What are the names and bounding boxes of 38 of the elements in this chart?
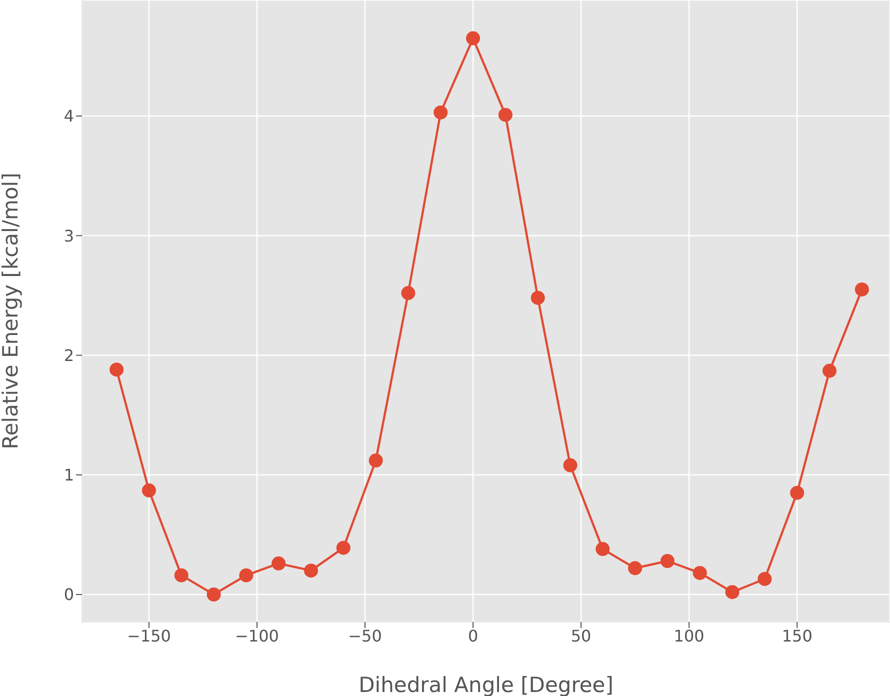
point: [628, 561, 642, 576]
point: [206, 587, 221, 602]
point: [239, 568, 254, 582]
point: [272, 556, 286, 570]
x-tick-label: 0: [468, 626, 478, 646]
point: [142, 483, 156, 498]
point: [790, 486, 804, 500]
point: [854, 282, 869, 296]
point: [725, 585, 740, 600]
point: [304, 564, 318, 578]
point: [530, 290, 545, 305]
point: [466, 31, 480, 46]
point: [596, 542, 610, 556]
x-tick-label: −150: [126, 626, 171, 646]
point: [563, 458, 578, 472]
y-tick-label: 1: [64, 466, 74, 485]
point: [110, 362, 124, 377]
point: [336, 540, 350, 555]
point: [822, 364, 837, 378]
y-tick-label: 0: [64, 585, 74, 604]
point: [660, 554, 674, 568]
y-axis-title: Relative Energy [kcal/mol]: [0, 172, 22, 450]
point: [498, 108, 512, 122]
y-tick-label: 4: [64, 106, 74, 126]
point: [758, 572, 772, 586]
point: [174, 568, 188, 582]
point: [368, 454, 383, 468]
y-tick-label: 3: [64, 226, 74, 246]
x-tick-label: −50: [348, 626, 382, 646]
x-axis-title: Dihedral Angle [Degree]: [358, 673, 614, 696]
x-tick-label: 100: [674, 626, 704, 646]
x-tick-label: 150: [782, 626, 812, 646]
y-tick-label: 2: [64, 346, 74, 365]
x-tick-label: −100: [235, 626, 279, 646]
x-tick-label: 50: [570, 626, 592, 646]
point: [692, 566, 707, 580]
point: [401, 286, 416, 300]
point: [434, 105, 448, 120]
